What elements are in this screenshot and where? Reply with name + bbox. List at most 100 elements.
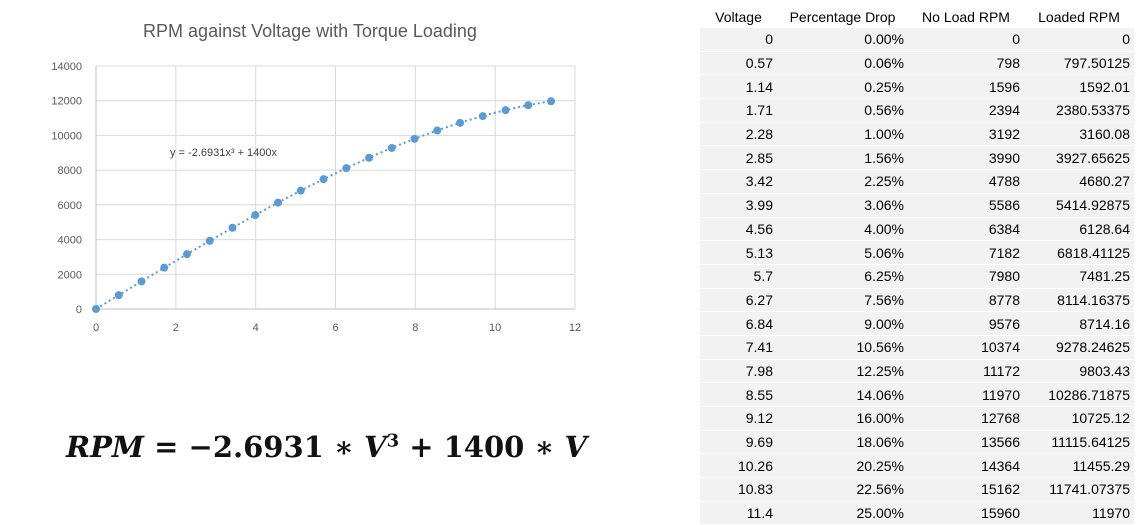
table-row: 5.7 6.25% 7980 7481.25 [700, 264, 1134, 289]
data-point [365, 153, 374, 162]
equation-coef-1: 2.6931 [212, 430, 324, 464]
x-tick-label: 4 [253, 322, 259, 334]
equation-op-1: ∗ [323, 430, 365, 464]
cell-percentage-drop: 1.56% [777, 145, 908, 171]
data-point [342, 164, 351, 173]
table-row: 7.98 12.25% 11172 9803.43 [700, 359, 1134, 384]
cell-no-load-rpm: 4788 [908, 169, 1024, 194]
table-row: 0.57 0.06% 798 797.50125 [700, 51, 1134, 76]
cell-no-load-rpm: 0 [908, 28, 1024, 52]
data-point [296, 186, 305, 195]
cell-no-load-rpm: 5586 [908, 193, 1024, 218]
chart-axes [95, 66, 575, 310]
cell-loaded-rpm: 4680.27 [1024, 169, 1134, 194]
cell-percentage-drop: 3.06% [777, 193, 908, 218]
equation-exponent: 3 [386, 430, 400, 452]
cell-voltage: 10.26 [700, 453, 777, 479]
cell-loaded-rpm: 2380.53375 [1024, 98, 1134, 123]
cell-voltage: 6.84 [700, 311, 777, 336]
y-tick-label: 8000 [58, 165, 82, 177]
cell-loaded-rpm: 5414.92875 [1024, 193, 1134, 218]
cell-voltage: 9.69 [700, 430, 777, 455]
cell-no-load-rpm: 14364 [908, 453, 1024, 479]
x-tick-label: 0 [93, 322, 99, 334]
table-row: 7.41 10.56% 10374 9278.24625 [700, 335, 1134, 360]
cell-percentage-drop: 14.06% [777, 382, 908, 407]
cell-percentage-drop: 9.00% [777, 311, 908, 336]
cell-loaded-rpm: 7481.25 [1024, 264, 1134, 289]
data-point [478, 112, 487, 121]
chart-gridlines [95, 65, 576, 310]
data-point [228, 223, 237, 232]
cell-voltage: 2.85 [700, 145, 777, 171]
cell-voltage: 0 [700, 28, 777, 52]
x-tick-label: 2 [173, 322, 179, 334]
cell-no-load-rpm: 6384 [908, 217, 1024, 242]
cell-no-load-rpm: 798 [908, 51, 1024, 76]
data-point [251, 211, 260, 220]
cell-loaded-rpm: 10725.12 [1024, 406, 1134, 431]
cell-no-load-rpm: 15960 [908, 501, 1024, 525]
cell-no-load-rpm: 1596 [908, 74, 1024, 100]
data-point [319, 175, 328, 184]
x-tick-label: 8 [412, 322, 418, 334]
x-tick-label: 10 [489, 322, 501, 334]
cell-voltage: 8.55 [700, 382, 777, 407]
cell-percentage-drop: 0.00% [777, 28, 908, 52]
table-row: 1.14 0.25% 1596 1592.01 [700, 74, 1134, 100]
y-tick-label: 0 [76, 304, 82, 316]
equation-var-1: V [364, 430, 387, 464]
cell-voltage: 0.57 [700, 51, 777, 76]
cell-percentage-drop: 6.25% [777, 264, 908, 289]
table-row: 1.71 0.56% 2394 2380.53375 [700, 98, 1134, 123]
cell-voltage: 10.83 [700, 477, 777, 502]
cell-loaded-rpm: 8114.16375 [1024, 288, 1134, 313]
y-tick-label: 6000 [58, 200, 82, 212]
data-point [433, 126, 442, 135]
table-row: 10.26 20.25% 14364 11455.29 [700, 453, 1134, 479]
table-row: 2.85 1.56% 3990 3927.65625 [700, 145, 1134, 171]
cell-no-load-rpm: 11970 [908, 382, 1024, 407]
y-tick-label: 12000 [51, 96, 82, 108]
cell-loaded-rpm: 9803.43 [1024, 359, 1134, 384]
cell-loaded-rpm: 6128.64 [1024, 217, 1134, 242]
equation-equals: = − [144, 430, 213, 464]
table-row: 0 0.00% 0 0 [700, 28, 1134, 52]
cell-no-load-rpm: 12768 [908, 406, 1024, 431]
cell-voltage: 2.28 [700, 122, 777, 147]
cell-loaded-rpm: 3927.65625 [1024, 145, 1134, 171]
data-point [92, 305, 100, 313]
cell-loaded-rpm: 8714.16 [1024, 311, 1134, 336]
data-point [456, 118, 465, 127]
y-tick-label: 14000 [51, 61, 82, 73]
table-body: 0 0.00% 0 0 0.57 0.06% 798 797.50125 1.14 0.25% 15… [700, 28, 1134, 525]
cell-no-load-rpm: 2394 [908, 98, 1024, 123]
chart-title: RPM against Voltage with Torque Loading [143, 21, 477, 41]
cell-no-load-rpm: 3192 [908, 122, 1024, 147]
cell-percentage-drop: 18.06% [777, 430, 908, 455]
data-point [274, 198, 283, 207]
cell-voltage: 3.42 [700, 169, 777, 194]
table-row: 3.42 2.25% 4788 4680.27 [700, 169, 1134, 194]
cell-loaded-rpm: 11970 [1024, 501, 1134, 525]
y-tick-label: 10000 [51, 130, 82, 142]
equation-lhs: RPM [66, 430, 145, 464]
cell-percentage-drop: 2.25% [777, 169, 908, 194]
equation-coef-2: 1400 [443, 430, 525, 464]
cell-voltage: 9.12 [700, 406, 777, 431]
table-header-row: Voltage Percentage Drop No Load RPM Load… [700, 6, 1134, 28]
cell-no-load-rpm: 10374 [908, 335, 1024, 360]
cell-percentage-drop: 1.00% [777, 122, 908, 147]
y-tick-label: 4000 [58, 235, 82, 247]
table-row: 11.4 25.00% 15960 11970 [700, 501, 1134, 525]
cell-percentage-drop: 5.06% [777, 240, 908, 265]
equation-op-3: ∗ [524, 430, 565, 464]
cell-no-load-rpm: 11172 [908, 359, 1024, 384]
cell-loaded-rpm: 11741.07375 [1024, 477, 1134, 502]
cell-no-load-rpm: 3990 [908, 145, 1024, 171]
cell-voltage: 1.71 [700, 98, 777, 123]
x-tick-label: 12 [569, 322, 581, 334]
cell-voltage: 5.13 [700, 240, 777, 265]
cell-voltage: 6.27 [700, 288, 777, 313]
header-loaded-rpm: Loaded RPM [1038, 9, 1120, 25]
